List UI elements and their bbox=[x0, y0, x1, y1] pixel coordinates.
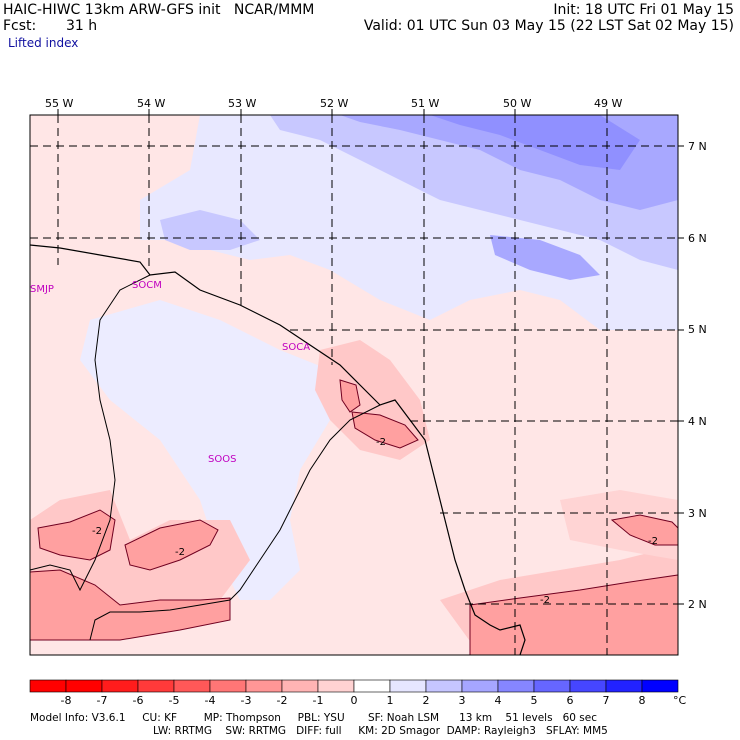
colorbar bbox=[29, 679, 679, 693]
colorbar-tick-label: 5 bbox=[530, 694, 538, 707]
field-blue-medium-2 bbox=[160, 210, 260, 250]
field-blue-deep-3 bbox=[430, 115, 640, 170]
colorbar-segment bbox=[245, 679, 283, 693]
lon-label: 54 W bbox=[137, 97, 166, 110]
lon-label: 52 W bbox=[320, 97, 349, 110]
station-label: SOCA bbox=[282, 342, 310, 353]
colorbar-segment bbox=[425, 679, 463, 693]
station-label: SOOS bbox=[208, 454, 236, 465]
colorbar-segment bbox=[317, 679, 355, 693]
colorbar-tick-label: 0 bbox=[350, 694, 358, 707]
lat-label: 5 N bbox=[688, 323, 707, 336]
colorbar-tick-label: 6 bbox=[566, 694, 574, 707]
colorbar-tick-label: -3 bbox=[240, 694, 252, 707]
lon-label: 53 W bbox=[228, 97, 257, 110]
colorbar-segment bbox=[209, 679, 247, 693]
contour-label: -2 bbox=[92, 526, 102, 537]
valid-time: Valid: 01 UTC Sun 03 May 15 (22 LST Sat … bbox=[363, 18, 734, 34]
map-frame bbox=[29, 114, 679, 656]
lat-label: 3 N bbox=[688, 507, 707, 520]
colorbar-segment bbox=[497, 679, 535, 693]
station-label: SOCM bbox=[132, 280, 162, 291]
colorbar-tick-label: -4 bbox=[204, 694, 216, 707]
colorbar-unit: °C bbox=[673, 694, 687, 707]
colorbar-tick-label: -1 bbox=[312, 694, 324, 707]
model-title: HAIC-HIWC 13km ARW-GFS init NCAR/MMM bbox=[3, 2, 315, 18]
colorbar-tick-label: 3 bbox=[458, 694, 466, 707]
border-east bbox=[89, 404, 381, 641]
field-name: Lifted index bbox=[8, 36, 79, 50]
model-info-line2: LW: RRTMG SW: RRTMG DIFF: full KM: 2D Sm… bbox=[153, 725, 608, 737]
colorbar-segment bbox=[569, 679, 607, 693]
colorbar-segment bbox=[533, 679, 571, 693]
field-pink-deep-2 bbox=[124, 519, 219, 571]
lon-label: 49 W bbox=[594, 97, 623, 110]
contour-label: -2 bbox=[376, 437, 386, 448]
border-west bbox=[29, 274, 151, 592]
contour-label: -2 bbox=[648, 536, 658, 547]
colorbar-segment bbox=[173, 679, 211, 693]
contour-label: -2 bbox=[175, 547, 185, 558]
colorbar-tick-label: -5 bbox=[168, 694, 180, 707]
lon-label: 51 W bbox=[411, 97, 440, 110]
coastline bbox=[29, 244, 526, 656]
model-info-line1: Model Info: V3.6.1 CU: KF MP: Thompson P… bbox=[30, 712, 597, 724]
lat-label: 4 N bbox=[688, 415, 707, 428]
colorbar-segment bbox=[389, 679, 427, 693]
field-pink-deep-4 bbox=[351, 411, 419, 449]
field-pink-deep-3 bbox=[339, 379, 361, 413]
station-label: SMJP bbox=[30, 284, 54, 295]
colorbar-segment bbox=[29, 679, 67, 693]
field-blue-light-south bbox=[80, 300, 330, 600]
colorbar-segment bbox=[101, 679, 139, 693]
colorbar-tick-label: 1 bbox=[386, 694, 394, 707]
colorbar-segment bbox=[65, 679, 103, 693]
forecast-hour: 31 h bbox=[66, 18, 98, 34]
lat-label: 6 N bbox=[688, 232, 707, 245]
colorbar-tick-label: -6 bbox=[132, 694, 144, 707]
lat-label: 2 N bbox=[688, 598, 707, 611]
lat-lon-grid bbox=[30, 115, 678, 655]
lon-label: 55 W bbox=[45, 97, 74, 110]
colorbar-tick-label: 4 bbox=[494, 694, 502, 707]
axis-ticks bbox=[57, 109, 684, 605]
lat-label: 7 N bbox=[688, 140, 707, 153]
colorbar-segment bbox=[353, 679, 391, 693]
colorbar-segment bbox=[461, 679, 499, 693]
contour-label: -2 bbox=[540, 595, 550, 606]
map-field bbox=[29, 115, 679, 656]
colorbar-segment bbox=[605, 679, 643, 693]
init-time: Init: 18 UTC Fri 01 May 15 bbox=[553, 2, 734, 18]
colorbar-tick-label: 8 bbox=[638, 694, 646, 707]
colorbar-tick-label: -7 bbox=[96, 694, 108, 707]
field-pink-deep-6 bbox=[29, 569, 231, 641]
colorbar-tick-label: -8 bbox=[60, 694, 72, 707]
field-pink-deep-1 bbox=[37, 509, 116, 561]
colorbar-segment bbox=[137, 679, 175, 693]
colorbar-segment bbox=[641, 679, 679, 693]
colorbar-tick-label: 7 bbox=[602, 694, 610, 707]
field-blue-deep-2 bbox=[490, 235, 600, 280]
colorbar-segment bbox=[281, 679, 319, 693]
colorbar-tick-label: -2 bbox=[276, 694, 288, 707]
lon-label: 50 W bbox=[503, 97, 532, 110]
colorbar-tick-label: 2 bbox=[422, 694, 430, 707]
forecast-label: Fcst: bbox=[3, 18, 37, 34]
